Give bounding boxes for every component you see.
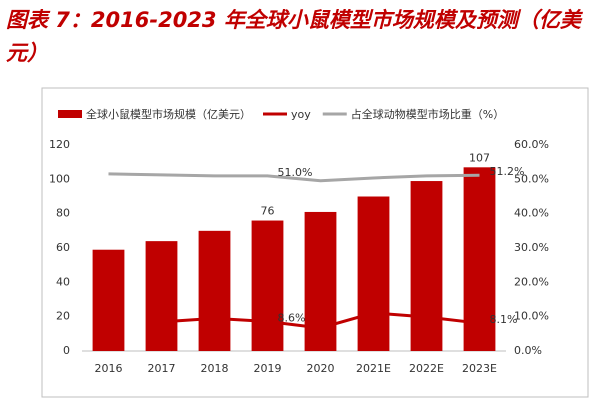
x-tick-label: 2022E: [409, 362, 444, 375]
y-tick-label: 120: [49, 138, 70, 151]
y2-tick-label: 30.0%: [514, 241, 549, 254]
x-tick-label: 2016: [95, 362, 123, 375]
bar: [145, 241, 178, 351]
data-label: 8.1%: [490, 313, 518, 326]
bar: [92, 249, 125, 351]
chart-title: 图表 7：2016-2023 年全球小鼠模型市场规模及预测（亿美元）: [6, 8, 581, 65]
y2-tick-label: 10.0%: [514, 310, 549, 323]
data-label: 76: [261, 205, 275, 218]
legend-label: 全球小鼠模型市场规模（亿美元）: [86, 107, 251, 121]
bar: [357, 196, 390, 351]
x-tick-label: 2023E: [462, 362, 497, 375]
y2-tick-label: 50.0%: [514, 172, 549, 185]
y2-tick-label: 60.0%: [514, 138, 549, 151]
legend-swatch: [58, 110, 82, 118]
x-tick-label: 2017: [148, 362, 176, 375]
chart-frame: [41, 87, 589, 398]
line: [108, 172, 480, 183]
y2-tick-label: 20.0%: [514, 275, 549, 288]
y2-tick-label: 40.0%: [514, 207, 549, 220]
x-tick-label: 2018: [201, 362, 229, 375]
bar: [198, 230, 231, 351]
line: [161, 311, 480, 330]
x-tick-label: 2019: [254, 362, 282, 375]
y-tick-label: 40: [56, 275, 70, 288]
y2-tick-label: 0.0%: [514, 344, 542, 357]
y-tick-label: 60: [56, 241, 70, 254]
data-label: 107: [469, 151, 490, 164]
y-tick-label: 80: [56, 207, 70, 220]
x-tick-label: 2021E: [356, 362, 391, 375]
legend-label: 占全球动物模型市场比重（%）: [351, 107, 504, 121]
x-tick-label: 2020: [307, 362, 335, 375]
bar: [463, 167, 496, 351]
y-tick-label: 20: [56, 310, 70, 323]
data-label: 51.0%: [278, 166, 313, 179]
data-label: 51.2%: [490, 165, 525, 178]
bar: [304, 211, 337, 351]
legend-label: yoy: [291, 108, 311, 121]
y-tick-label: 0: [63, 344, 70, 357]
bar: [251, 220, 284, 351]
y-tick-label: 100: [49, 172, 70, 185]
bar: [410, 181, 443, 351]
data-label: 8.6%: [278, 311, 306, 324]
